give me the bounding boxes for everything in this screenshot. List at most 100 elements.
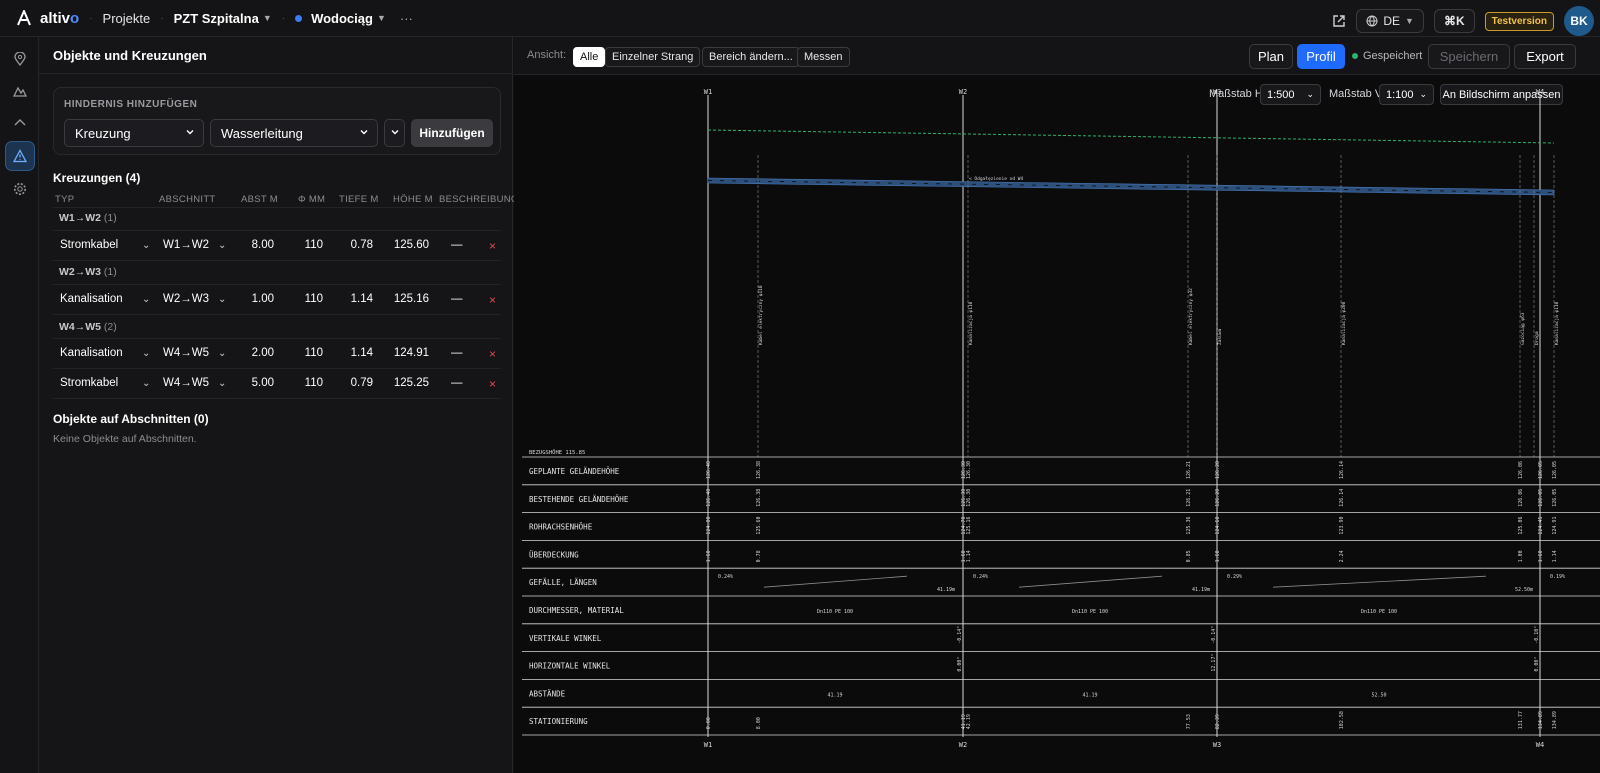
- description-cell[interactable]: —: [451, 239, 463, 251]
- chevron-down-icon[interactable]: ⌄: [142, 240, 151, 251]
- view-single-strand-button[interactable]: Einzelner Strang: [605, 47, 701, 67]
- depth-cell[interactable]: 0.78: [350, 239, 373, 251]
- logo[interactable]: altivo: [16, 10, 79, 27]
- network-selector[interactable]: Wodociąg ▼: [295, 11, 386, 26]
- scale-h-select[interactable]: 1:500 ⌄: [1260, 84, 1321, 105]
- table-row[interactable]: Kanalisation ⌄ W4→W5 ⌄ 2.00 110 1.14 124…: [53, 339, 501, 369]
- language-selector[interactable]: DE ▼: [1356, 9, 1424, 33]
- description-cell[interactable]: —: [451, 377, 463, 389]
- profile-canvas[interactable]: Maßstab H 1:500 ⌄ Maßstab V 1:100 ⌄ An Bil…: [514, 75, 1600, 773]
- well-label-bottom: W1: [704, 741, 712, 749]
- well-label-bottom: W4: [1536, 741, 1544, 749]
- delete-row-button[interactable]: ×: [489, 293, 497, 307]
- change-range-button[interactable]: Bereich ändern...: [702, 47, 800, 67]
- distance-value: 41.19: [1082, 692, 1097, 698]
- chevron-down-icon[interactable]: ⌄: [218, 240, 227, 251]
- rail-item-obstacles[interactable]: [5, 141, 35, 171]
- delete-row-button[interactable]: ×: [489, 377, 497, 391]
- rail-item-settings[interactable]: [5, 174, 35, 204]
- height-cell[interactable]: 124.91: [393, 347, 429, 359]
- scale-v-select[interactable]: 1:100 ⌄: [1379, 84, 1434, 105]
- crossing-label: Kanalizacja φ200: [1341, 301, 1347, 345]
- height-cell[interactable]: 125.25: [393, 377, 429, 389]
- chevron-down-icon[interactable]: ⌄: [218, 348, 227, 359]
- view-all-button[interactable]: Alle: [573, 47, 606, 67]
- section-cell[interactable]: W4→W5: [163, 377, 209, 389]
- depth-cell[interactable]: 1.14: [350, 347, 373, 359]
- distance-cell[interactable]: 5.00: [251, 377, 274, 389]
- diameter-cell[interactable]: 110: [304, 239, 323, 251]
- table-value: 1.00: [1518, 550, 1524, 562]
- obstacle-type-select[interactable]: Kreuzung: [64, 119, 204, 147]
- extra-select[interactable]: [384, 119, 405, 147]
- chevron-down-icon[interactable]: ⌄: [142, 378, 151, 389]
- height-cell[interactable]: 125.16: [393, 293, 429, 305]
- table-value: 124.80: [706, 517, 712, 535]
- avatar[interactable]: BK: [1564, 6, 1594, 36]
- chevron-down-icon[interactable]: ⌄: [218, 294, 227, 305]
- height-cell[interactable]: 125.60: [393, 239, 429, 251]
- chevron-down-icon[interactable]: ⌄: [142, 294, 151, 305]
- medium-select[interactable]: Wasserleitung: [210, 119, 378, 147]
- delete-row-button[interactable]: ×: [489, 347, 497, 361]
- distance-cell[interactable]: 8.00: [251, 239, 274, 251]
- more-menu-button[interactable]: ···: [399, 10, 413, 26]
- col-header-tiefe: TIEFE M: [339, 194, 379, 205]
- type-cell[interactable]: Kanalisation: [60, 347, 123, 359]
- table-row[interactable]: Kanalisation ⌄ W2→W3 ⌄ 1.00 110 1.14 125…: [53, 285, 501, 315]
- chevron-down-icon[interactable]: ⌄: [218, 378, 227, 389]
- add-obstacle-button[interactable]: Hinzufügen: [411, 119, 493, 147]
- separator: ·: [89, 12, 93, 24]
- col-header-hoehe: HÖHE M: [393, 194, 433, 205]
- slope-value: 0.19%: [1550, 574, 1565, 580]
- distance-cell[interactable]: 2.00: [251, 347, 274, 359]
- language-label: DE: [1383, 14, 1401, 28]
- chevron-down-icon[interactable]: ⌄: [142, 348, 151, 359]
- diameter-cell[interactable]: 110: [304, 377, 323, 389]
- crossing-label: Kabel elektryczny φ110: [758, 285, 764, 345]
- table-value: 125.36: [1186, 517, 1192, 535]
- measure-button[interactable]: Messen: [797, 47, 850, 67]
- nav-projects-link[interactable]: Projekte: [102, 10, 151, 26]
- type-cell[interactable]: Stromkabel: [60, 239, 119, 251]
- profile-view-button[interactable]: Profil: [1297, 44, 1345, 69]
- section-cell[interactable]: W1→W2: [163, 239, 209, 251]
- rail-item-terrain[interactable]: [5, 76, 35, 106]
- table-value: 126.30: [966, 461, 972, 479]
- distance-cell[interactable]: 1.00: [251, 293, 274, 305]
- section-cell[interactable]: W2→W3: [163, 293, 209, 305]
- command-palette-button[interactable]: ⌘K: [1433, 9, 1475, 33]
- table-row-label: GEFÄLLE, LÄNGEN: [529, 578, 597, 587]
- external-link-icon[interactable]: [1332, 14, 1346, 28]
- table-row[interactable]: Stromkabel ⌄ W4→W5 ⌄ 5.00 110 0.79 125.2…: [53, 369, 501, 399]
- plan-view-button[interactable]: Plan: [1249, 44, 1293, 69]
- table-value: 102.58: [1339, 711, 1345, 729]
- diameter-cell[interactable]: 110: [304, 293, 323, 305]
- project-selector[interactable]: PZT Szpitalna ▼: [174, 11, 272, 26]
- rail-item-map[interactable]: [5, 44, 35, 74]
- rail-item-profile[interactable]: [5, 108, 35, 138]
- diameter-cell[interactable]: 110: [304, 347, 323, 359]
- section-cell[interactable]: W4→W5: [163, 347, 209, 359]
- depth-cell[interactable]: 0.79: [350, 377, 373, 389]
- description-cell[interactable]: —: [451, 347, 463, 359]
- group-header: W4→W5 (2): [59, 321, 117, 333]
- table-value: 126.05: [1552, 461, 1558, 479]
- status-dot: [1352, 53, 1358, 59]
- delete-row-button[interactable]: ×: [489, 239, 497, 253]
- export-button[interactable]: Export: [1514, 44, 1576, 69]
- slope-line: [763, 575, 908, 588]
- trial-badge: Testversion: [1484, 11, 1554, 31]
- fit-to-screen-button[interactable]: An Bildschirm anpassen: [1440, 84, 1563, 105]
- pipe-centerline: [707, 180, 1555, 193]
- description-cell[interactable]: —: [451, 293, 463, 305]
- panel-title: Objekte und Kreuzungen: [39, 37, 512, 74]
- scale-h-value: 1:500: [1267, 88, 1295, 101]
- table-value: 123.90: [1339, 517, 1345, 535]
- type-cell[interactable]: Stromkabel: [60, 377, 119, 389]
- depth-cell[interactable]: 1.14: [350, 293, 373, 305]
- vertical-angle: -0.10°: [1534, 626, 1540, 644]
- save-button[interactable]: Speichern: [1428, 44, 1510, 69]
- table-row[interactable]: Stromkabel ⌄ W1→W2 ⌄ 8.00 110 0.78 125.6…: [53, 231, 501, 261]
- type-cell[interactable]: Kanalisation: [60, 293, 123, 305]
